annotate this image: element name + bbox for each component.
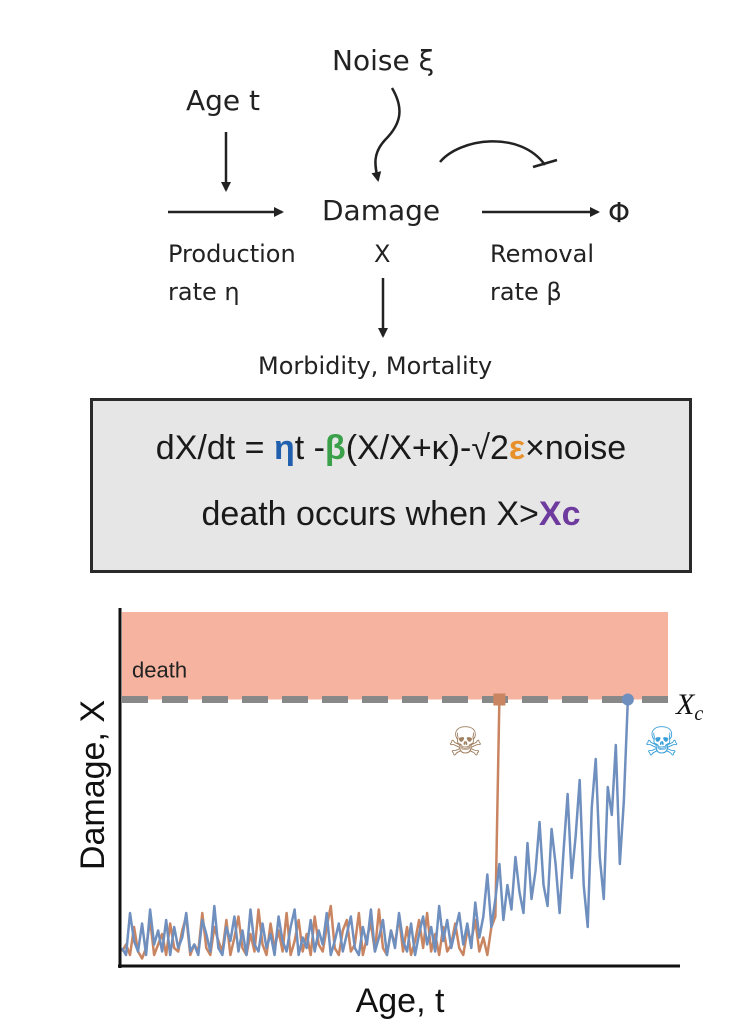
threshold-label-x: X bbox=[675, 688, 696, 721]
inhibition-arc bbox=[439, 140, 547, 166]
phi-symbol: Φ bbox=[608, 196, 631, 229]
damage-symbol: X bbox=[374, 240, 391, 268]
eq-prefix: dX/dt = bbox=[155, 429, 274, 467]
eq2-prefix: death occurs when X> bbox=[201, 495, 539, 533]
beta-symbol: β bbox=[324, 429, 346, 467]
equation-line-2: death occurs when X>Xc bbox=[93, 495, 689, 534]
skull-crossbones-icon: ☠ bbox=[644, 720, 680, 766]
epsilon-symbol: ε bbox=[508, 429, 526, 467]
outcome-label: Morbidity, Mortality bbox=[258, 352, 493, 380]
noise-arrow bbox=[371, 87, 401, 182]
equation-line-1: dX/dt = ηt -β(X/X+κ)-√2ε×noise bbox=[93, 429, 689, 468]
removal-label-line2: rate β bbox=[490, 278, 562, 306]
eq-t: t - bbox=[294, 429, 325, 467]
noise-label: Noise ξ bbox=[332, 44, 435, 77]
equation-box: dX/dt = ηt -β(X/X+κ)-√2ε×noise death occ… bbox=[90, 398, 692, 573]
xc-symbol: Xc bbox=[538, 495, 581, 533]
death-region bbox=[122, 612, 668, 700]
y-axis-label: Damage, X bbox=[74, 700, 112, 870]
production-label-line2: rate η bbox=[168, 278, 240, 306]
removal-label-line1: Removal bbox=[490, 240, 595, 268]
damage-label: Damage bbox=[322, 194, 441, 227]
eta-symbol: η bbox=[273, 429, 295, 467]
threshold-label: Xc bbox=[675, 688, 703, 725]
skull-crossbones-icon: ☠ bbox=[447, 720, 483, 766]
damage-model-diagram bbox=[168, 87, 600, 338]
damage-trajectory-chart: death Xc Age, t Damage, X ☠ ☠ bbox=[74, 608, 703, 1020]
production-label-line1: Production bbox=[168, 240, 296, 268]
age-label: Age t bbox=[186, 84, 261, 117]
inhibition-bar bbox=[532, 158, 558, 169]
x-axis-label: Age, t bbox=[356, 982, 445, 1020]
death-point-marker-1 bbox=[493, 693, 506, 706]
death-region-label: death bbox=[132, 658, 187, 683]
series-layer bbox=[120, 693, 634, 960]
threshold-label-sub: c bbox=[694, 703, 703, 725]
eq-mid: (X/X+κ)-√2 bbox=[345, 429, 509, 467]
eq-suffix: ×noise bbox=[525, 429, 627, 467]
series-line-2 bbox=[120, 699, 630, 957]
death-point-marker-2 bbox=[621, 693, 634, 706]
